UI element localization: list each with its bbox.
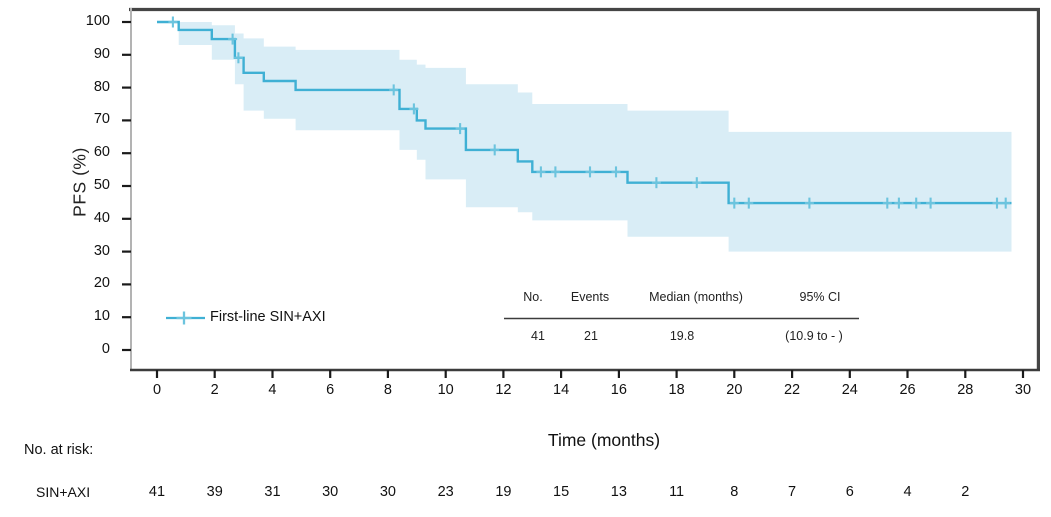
y-tick-label: 90 <box>93 45 110 62</box>
inset-header-events: Events <box>570 290 610 304</box>
at-risk-title: No. at risk: <box>24 442 94 458</box>
y-tick-label: 100 <box>85 13 110 29</box>
inset-header-no: No. <box>523 290 543 304</box>
at-risk-count: 4 <box>903 484 912 500</box>
y-tick-label: 30 <box>93 242 110 259</box>
x-tick-label: 6 <box>326 382 335 398</box>
x-tick-label: 18 <box>668 382 685 398</box>
legend-label: First-line SIN+AXI <box>210 309 326 325</box>
censor-marks <box>168 16 1011 209</box>
x-tick-label: 30 <box>1014 382 1032 398</box>
y-tick-label: 60 <box>93 144 110 161</box>
inset-value-median: 19.8 <box>669 329 695 343</box>
confidence-band <box>178 22 1012 252</box>
y-tick-label: 40 <box>93 209 110 226</box>
at-risk-count: 30 <box>379 484 396 500</box>
x-tick-label: 26 <box>899 382 916 398</box>
y-tick-label: 50 <box>93 177 110 193</box>
inset-header-median: Median (months) <box>649 290 743 304</box>
x-tick-label: 16 <box>610 382 627 398</box>
at-risk-count: 2 <box>961 484 970 500</box>
at-risk-count: 19 <box>495 484 512 500</box>
x-tick-label: 22 <box>783 382 801 398</box>
at-risk-count: 7 <box>788 484 797 500</box>
at-risk-count: 23 <box>437 484 454 500</box>
inset-value-ci: (10.9 to - ) <box>785 329 843 343</box>
at-risk-count: 31 <box>264 484 281 500</box>
at-risk-count: 15 <box>553 484 570 500</box>
inset-value-events: 21 <box>584 329 598 343</box>
axes-frame <box>129 7 1041 372</box>
at-risk-row-label: SIN+AXI <box>36 484 91 500</box>
at-risk-count: 8 <box>730 484 739 500</box>
x-tick-label: 20 <box>726 382 743 398</box>
x-tick-label: 2 <box>210 382 219 398</box>
at-risk-count: 41 <box>148 484 166 500</box>
y-tick-label: 10 <box>93 308 110 325</box>
x-ticks <box>155 370 1025 378</box>
x-tick-label: 4 <box>268 382 277 398</box>
x-tick-label: 0 <box>152 382 162 398</box>
y-tick-label: 0 <box>101 341 110 357</box>
x-tick-label: 14 <box>553 382 570 398</box>
at-risk-count: 11 <box>669 484 685 500</box>
x-tick-label: 8 <box>383 382 392 398</box>
x-tick-label: 28 <box>957 382 974 398</box>
x-tick-label: 24 <box>841 382 858 398</box>
at-risk-count: 13 <box>610 484 627 500</box>
x-tick-label: 10 <box>437 382 454 398</box>
legend-marker <box>166 311 205 325</box>
y-tick-label: 70 <box>93 111 110 128</box>
x-tick-label: 12 <box>495 382 512 398</box>
inset-header-ci: 95% CI <box>799 290 841 304</box>
inset-value-no: 41 <box>531 329 545 343</box>
y-tick-label: 20 <box>93 275 110 292</box>
at-risk-count: 6 <box>845 484 854 500</box>
y-ticks <box>122 20 131 352</box>
y-tick-label: 80 <box>93 78 110 95</box>
at-risk-count: 30 <box>322 484 339 500</box>
x-axis-title: Time (months) <box>547 430 661 450</box>
at-risk-count: 39 <box>206 484 223 500</box>
